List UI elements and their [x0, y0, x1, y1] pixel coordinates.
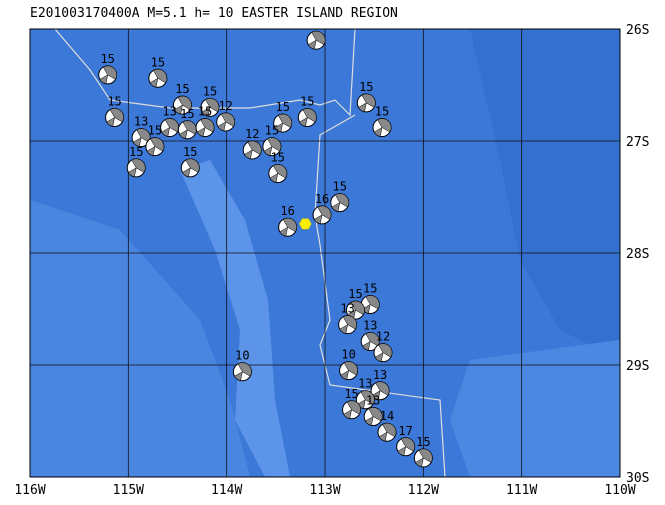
depth-label: 15 [344, 387, 358, 401]
depth-label: 15 [198, 105, 212, 119]
map-title: E201003170400A M=5.1 h= 10 EASTER ISLAND… [30, 6, 398, 21]
beachball-compression [234, 362, 252, 381]
depth-label: 16 [280, 204, 294, 218]
depth-label: 13 [340, 302, 354, 316]
depth-label: 13 [373, 368, 387, 382]
beachball-compression [358, 93, 376, 113]
depth-label: 15 [107, 94, 121, 108]
depth-label: 15 [148, 124, 162, 138]
beachball-compression [274, 113, 293, 133]
depth-label: 13 [366, 394, 380, 408]
plate-boundary [54, 29, 356, 117]
x-tick-label: 112W [408, 483, 439, 498]
beachball-compression [339, 315, 357, 334]
seafloor [30, 200, 250, 477]
beachball-compression [340, 361, 358, 380]
x-tick-label: 115W [113, 483, 144, 498]
beachball-compression [374, 343, 393, 362]
depth-label: 14 [380, 409, 394, 423]
beachball-compression [106, 108, 124, 127]
beachball-compression [201, 98, 220, 117]
beachball-compression [99, 65, 118, 85]
depth-label: 10 [235, 349, 249, 363]
y-tick-label: 27S [626, 135, 649, 150]
depth-label: 15 [175, 82, 189, 96]
depth-label: 15 [359, 80, 373, 94]
beachball-compression [299, 108, 317, 127]
beachball-compression [415, 448, 433, 468]
map-frame [29, 28, 621, 478]
beachball-compression [397, 437, 415, 456]
beachball-compression [244, 140, 262, 160]
beachball-compression [179, 120, 197, 139]
depth-label: 15 [129, 145, 143, 159]
depth-label: 10 [341, 348, 355, 362]
beachball-compression [307, 30, 326, 50]
beachball-compression [146, 137, 165, 156]
depth-label: 15 [416, 435, 430, 449]
depth-label: 13 [134, 115, 148, 129]
depth-label: 15 [333, 180, 347, 194]
beachball-compression [196, 118, 215, 137]
depth-label: 12 [218, 99, 232, 113]
beachball-compression [263, 137, 282, 156]
beachball-compression [149, 68, 168, 88]
depth-label: 15 [203, 84, 217, 98]
beachball-compression [217, 112, 236, 132]
main-event [299, 218, 312, 230]
depth-label: 15 [265, 124, 279, 138]
depth-label: 12 [245, 127, 259, 141]
beachball-compression [331, 193, 350, 212]
depth-label: 15 [363, 282, 377, 296]
beachball-compression [365, 407, 383, 426]
y-tick-label: 28S [626, 247, 649, 262]
beachball-compression [182, 158, 200, 177]
x-tick-label: 111W [506, 483, 537, 498]
plate-boundary [314, 114, 446, 477]
beachball-compression [161, 118, 179, 137]
y-tick-label: 29S [626, 359, 649, 374]
x-tick-label: 110W [604, 483, 635, 498]
beachball-compression [269, 164, 288, 183]
depth-label: 15 [180, 107, 194, 121]
depth-label: 13 [363, 318, 377, 332]
beachball-compression [313, 205, 332, 225]
y-tick-label: 26S [626, 23, 649, 38]
depth-label: 15 [348, 287, 362, 301]
beachball-compression [174, 95, 192, 115]
depth-label: 13 [358, 377, 372, 391]
seafloor [450, 340, 620, 477]
beachball-compression [279, 217, 297, 237]
depth-label: 12 [376, 330, 390, 344]
x-tick-label: 116W [14, 483, 45, 498]
ridge [180, 160, 290, 477]
depth-label: 17 [398, 424, 412, 438]
beachball-compression [378, 422, 397, 442]
depth-label: 15 [375, 105, 389, 119]
x-tick-label: 114W [211, 483, 242, 498]
depth-label: 15 [183, 145, 197, 159]
beachball-compression [128, 158, 146, 177]
depth-label: 15 [275, 100, 289, 114]
beachball-compression [373, 118, 392, 137]
depth-label: 15 [100, 52, 114, 66]
depth-label: 16 [315, 192, 329, 206]
depth-label: 13 [162, 105, 176, 119]
beachball-compression [343, 400, 361, 419]
depth-label: 15 [309, 17, 323, 31]
x-tick-label: 113W [309, 483, 340, 498]
depth-label: 15 [151, 55, 165, 69]
deep [470, 29, 620, 360]
depth-label: 15 [271, 150, 285, 164]
depth-label: 15 [300, 94, 314, 108]
y-tick-label: 30S [626, 471, 649, 486]
